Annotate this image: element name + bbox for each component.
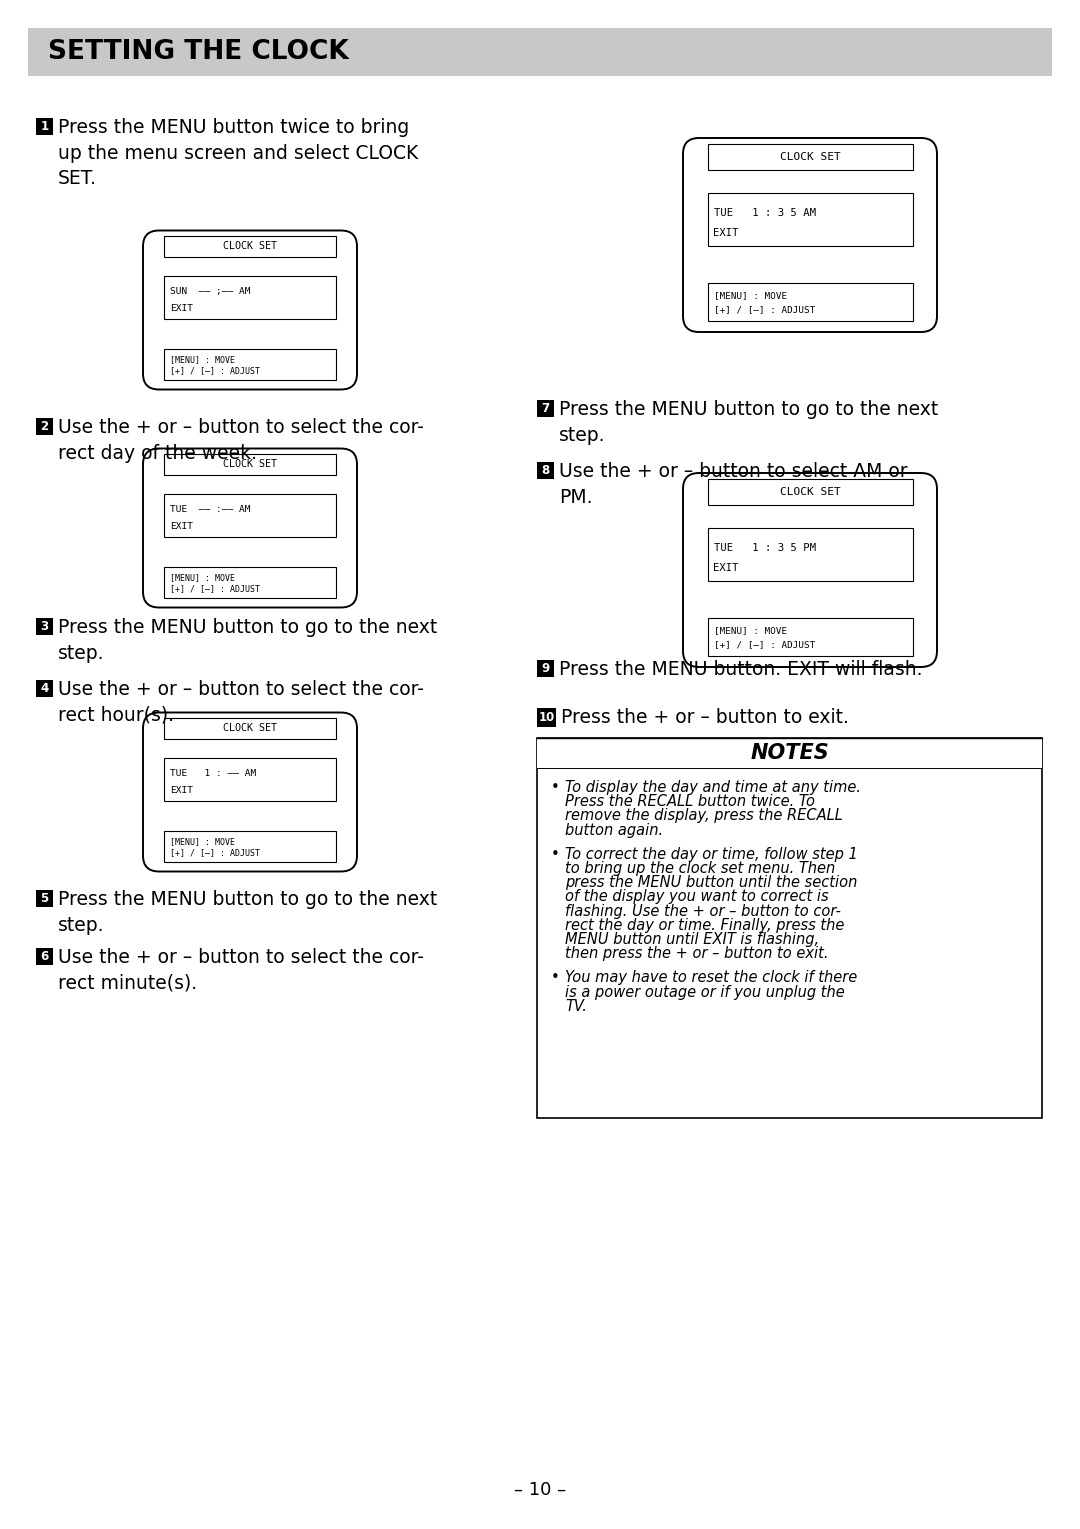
Bar	[537, 462, 554, 479]
Text: 7: 7	[541, 402, 550, 414]
Text: rect the day or time. Finally, press the: rect the day or time. Finally, press the	[565, 917, 845, 933]
Bar	[28, 28, 1052, 76]
Bar	[164, 275, 336, 320]
Text: TUE   1 : 3 5 AM: TUE 1 : 3 5 AM	[714, 208, 815, 219]
Text: 2: 2	[40, 420, 49, 433]
Text: button again.: button again.	[565, 823, 663, 838]
Text: [MENU] : MOVE: [MENU] : MOVE	[714, 627, 786, 636]
Bar	[707, 618, 913, 656]
Text: [+] / [–] : ADJUST: [+] / [–] : ADJUST	[170, 367, 260, 376]
Bar	[707, 283, 913, 321]
Text: EXIT: EXIT	[170, 304, 193, 313]
Text: TUE   1 : 3 5 PM: TUE 1 : 3 5 PM	[714, 543, 815, 553]
Text: Press the MENU button to go to the next
step.: Press the MENU button to go to the next …	[559, 401, 939, 445]
Text: EXIT: EXIT	[714, 228, 739, 239]
Text: [+] / [–] : ADJUST: [+] / [–] : ADJUST	[170, 849, 260, 858]
Text: TUE  –– :–– AM: TUE –– :–– AM	[170, 506, 251, 514]
FancyBboxPatch shape	[143, 713, 357, 872]
Bar	[164, 454, 336, 476]
Text: Use the + or – button to select the cor-
rect hour(s).: Use the + or – button to select the cor-…	[58, 680, 423, 725]
Text: is a power outage or if you unplug the: is a power outage or if you unplug the	[565, 985, 845, 1000]
Bar	[707, 479, 913, 506]
Text: Press the MENU button to go to the next
step.: Press the MENU button to go to the next …	[58, 890, 437, 934]
Text: 4: 4	[40, 682, 49, 696]
Bar	[707, 144, 913, 170]
Text: then press the + or – button to exit.: then press the + or – button to exit.	[565, 946, 828, 962]
Bar	[36, 417, 53, 434]
Text: [+] / [–] : ADJUST: [+] / [–] : ADJUST	[714, 641, 814, 650]
FancyBboxPatch shape	[683, 138, 937, 332]
Text: •: •	[551, 847, 559, 862]
Bar	[164, 235, 336, 257]
Bar	[537, 708, 556, 726]
Text: 8: 8	[541, 463, 550, 477]
Text: MENU button until EXIT is flashing,: MENU button until EXIT is flashing,	[565, 933, 819, 946]
Text: Use the + or – button to select the cor-
rect minute(s).: Use the + or – button to select the cor-…	[58, 948, 423, 992]
Bar	[36, 618, 53, 635]
Text: SUN  –– ;–– AM: SUN –– ;–– AM	[170, 287, 251, 297]
Text: [+] / [–] : ADJUST: [+] / [–] : ADJUST	[714, 306, 814, 315]
Text: flashing. Use the + or – button to cor-: flashing. Use the + or – button to cor-	[565, 904, 841, 919]
FancyBboxPatch shape	[143, 448, 357, 607]
Bar	[707, 193, 913, 246]
Text: CLOCK SET: CLOCK SET	[780, 488, 840, 497]
Text: You may have to reset the clock if there: You may have to reset the clock if there	[565, 971, 858, 985]
Text: EXIT: EXIT	[170, 786, 193, 795]
Text: •: •	[551, 780, 559, 795]
Text: [MENU] : MOVE: [MENU] : MOVE	[170, 836, 235, 846]
FancyBboxPatch shape	[683, 472, 937, 667]
Text: CLOCK SET: CLOCK SET	[222, 242, 276, 251]
Text: 9: 9	[541, 662, 550, 674]
Bar	[164, 567, 336, 598]
Bar	[537, 661, 554, 677]
Bar	[707, 528, 913, 581]
Text: [MENU] : MOVE: [MENU] : MOVE	[170, 355, 235, 364]
Text: •: •	[551, 971, 559, 985]
Text: – 10 –: – 10 –	[514, 1482, 566, 1498]
Text: 10: 10	[538, 711, 555, 725]
FancyBboxPatch shape	[143, 231, 357, 390]
Text: of the display you want to correct is: of the display you want to correct is	[565, 890, 828, 904]
Text: Press the + or – button to exit.: Press the + or – button to exit.	[561, 708, 849, 726]
Text: to bring up the clock set menu. Then: to bring up the clock set menu. Then	[565, 861, 835, 876]
Text: TV.: TV.	[565, 998, 586, 1014]
Bar	[36, 890, 53, 907]
Text: Press the MENU button twice to bring
up the menu screen and select CLOCK
SET.: Press the MENU button twice to bring up …	[58, 118, 418, 188]
Text: 1: 1	[40, 119, 49, 133]
Text: NOTES: NOTES	[751, 743, 828, 763]
Text: To correct the day or time, follow step 1: To correct the day or time, follow step …	[565, 847, 858, 862]
Text: press the MENU button until the section: press the MENU button until the section	[565, 875, 858, 890]
Text: [MENU] : MOVE: [MENU] : MOVE	[714, 292, 786, 300]
Text: EXIT: EXIT	[714, 563, 739, 573]
Bar	[164, 758, 336, 801]
Bar	[164, 494, 336, 537]
Text: Press the RECALL button twice. To: Press the RECALL button twice. To	[565, 794, 815, 809]
Bar	[164, 830, 336, 862]
Text: 3: 3	[40, 619, 49, 633]
Text: [MENU] : MOVE: [MENU] : MOVE	[170, 573, 235, 583]
Text: SETTING THE CLOCK: SETTING THE CLOCK	[48, 40, 349, 66]
Text: 5: 5	[40, 891, 49, 905]
Text: CLOCK SET: CLOCK SET	[780, 151, 840, 162]
Text: CLOCK SET: CLOCK SET	[222, 459, 276, 469]
Bar	[537, 739, 1042, 1118]
Text: CLOCK SET: CLOCK SET	[222, 723, 276, 734]
Bar	[537, 401, 554, 417]
Bar	[36, 948, 53, 965]
Text: To display the day and time at any time.: To display the day and time at any time.	[565, 780, 861, 795]
Text: Use the + or – button to select the cor-
rect day of the week.: Use the + or – button to select the cor-…	[58, 417, 423, 463]
Text: EXIT: EXIT	[170, 521, 193, 531]
Text: 6: 6	[40, 950, 49, 963]
Text: TUE   1 : –– AM: TUE 1 : –– AM	[170, 769, 256, 778]
Bar	[164, 349, 336, 379]
Text: remove the display, press the RECALL: remove the display, press the RECALL	[565, 809, 842, 824]
Bar	[36, 118, 53, 135]
Bar	[164, 717, 336, 740]
Text: Press the MENU button to go to the next
step.: Press the MENU button to go to the next …	[58, 618, 437, 662]
Text: [+] / [–] : ADJUST: [+] / [–] : ADJUST	[170, 584, 260, 593]
Text: Press the MENU button. EXIT will flash.: Press the MENU button. EXIT will flash.	[559, 661, 922, 679]
Bar	[537, 739, 1042, 768]
Text: Use the + or – button to select AM or
PM.: Use the + or – button to select AM or PM…	[559, 462, 907, 506]
Bar	[36, 680, 53, 697]
